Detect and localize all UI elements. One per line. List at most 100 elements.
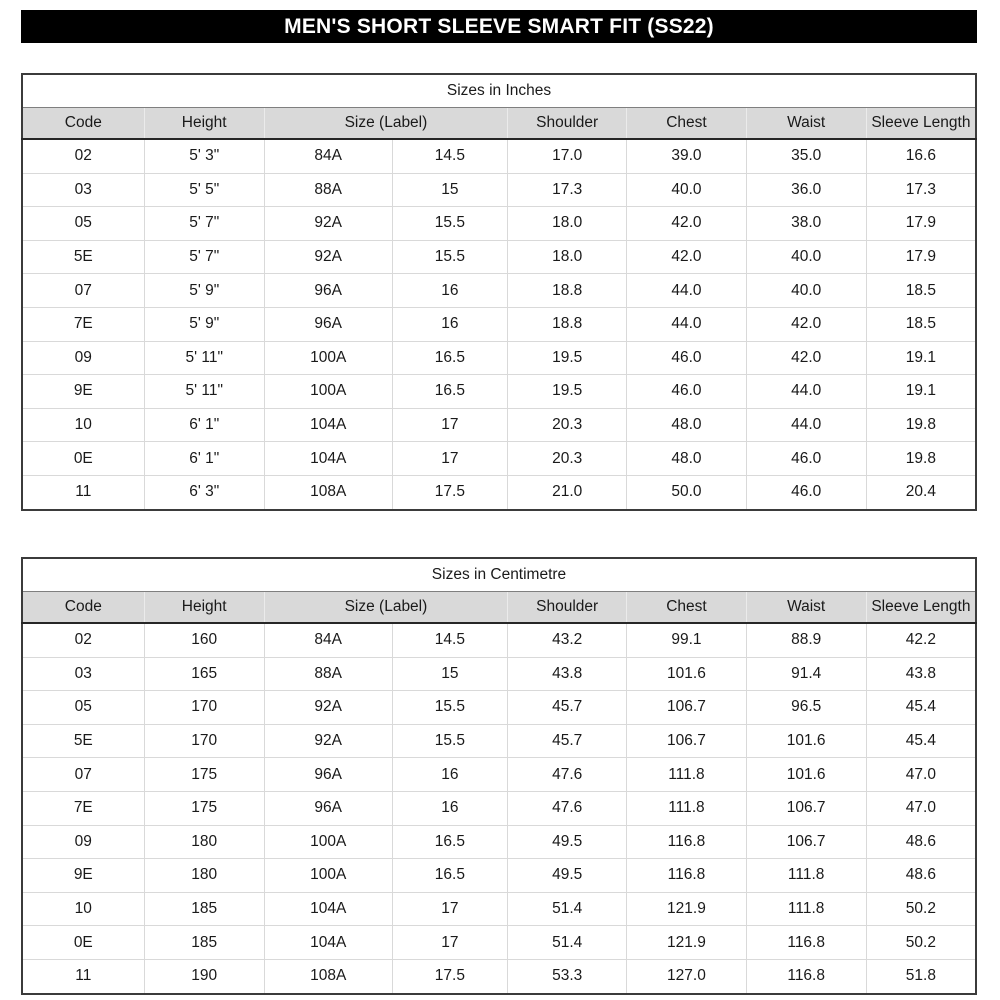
- table-cell: 104A: [263, 407, 393, 443]
- table-cell: 18.8: [507, 306, 628, 342]
- column-header-chest: Chest: [626, 107, 747, 140]
- table-cell: 02: [21, 138, 145, 174]
- table-row: 10 6' 1" 104A 17 20.3 48.0 44.0 19.8: [21, 407, 977, 443]
- table-cell: 160: [143, 622, 265, 658]
- table-cell: 5' 11": [143, 340, 265, 376]
- table-cell: 101.6: [626, 656, 747, 692]
- table-cell: 09: [21, 824, 145, 860]
- column-header-sleeve-length: Sleeve Length: [865, 107, 977, 140]
- table-cell: 40.0: [745, 239, 867, 275]
- table-cell: 170: [143, 723, 265, 759]
- table-cell: 20.3: [507, 441, 628, 476]
- table-cell: 43.2: [507, 622, 628, 658]
- table-cell: 42.0: [745, 306, 867, 342]
- table-cell: 17: [391, 891, 509, 927]
- table-cell: 20.4: [865, 474, 977, 511]
- table-cell: 16.5: [391, 340, 509, 376]
- table-cell: 18.0: [507, 206, 628, 241]
- table-cell: 03: [21, 656, 145, 692]
- table-cell: 38.0: [745, 206, 867, 241]
- table-row: 9E 5' 11" 100A 16.5 19.5 46.0 44.0 19.1: [21, 374, 977, 409]
- table-cell: 48.6: [865, 858, 977, 893]
- table-cell: 7E: [21, 306, 145, 342]
- table-cell: 190: [143, 958, 265, 995]
- table-cell: 101.6: [745, 757, 867, 792]
- table-cell: 17.0: [507, 138, 628, 174]
- table-cell: 50.2: [865, 891, 977, 927]
- table-cell: 45.7: [507, 723, 628, 759]
- table-cell: 5E: [21, 239, 145, 275]
- table-row: 05 170 92A 15.5 45.7 106.7 96.5 45.4: [21, 690, 977, 725]
- table-cell: 111.8: [745, 891, 867, 927]
- table-cell: 42.0: [626, 206, 747, 241]
- table-cell: 05: [21, 690, 145, 725]
- table-cell: 5' 9": [143, 273, 265, 308]
- table-cell: 96A: [263, 273, 393, 308]
- table-cell: 19.1: [865, 340, 977, 376]
- table-row: 11 190 108A 17.5 53.3 127.0 116.8 51.8: [21, 958, 977, 995]
- table-caption-row: Sizes in Inches: [22, 74, 976, 108]
- table-cell: 99.1: [626, 622, 747, 658]
- table-cell: 46.0: [626, 340, 747, 376]
- table-cell: 15: [391, 172, 509, 208]
- table-cell: 96.5: [745, 690, 867, 725]
- table-cell: 91.4: [745, 656, 867, 692]
- table-cell: 5' 3": [143, 138, 265, 174]
- table-cell: 20.3: [507, 407, 628, 443]
- table-row: 7E 5' 9" 96A 16 18.8 44.0 42.0 18.5: [21, 306, 977, 342]
- table-cell: 10: [21, 407, 145, 443]
- table-cell: 42.0: [626, 239, 747, 275]
- column-header-shoulder: Shoulder: [507, 591, 628, 624]
- table-cell: 50.0: [626, 474, 747, 511]
- table-cell: 48.0: [626, 441, 747, 476]
- table-cell: 111.8: [626, 757, 747, 792]
- table-cell: 88.9: [745, 622, 867, 658]
- table-cell: 21.0: [507, 474, 628, 511]
- table-cell: 108A: [263, 958, 393, 995]
- table-cell: 17: [391, 441, 509, 476]
- table-cell: 14.5: [391, 138, 509, 174]
- table-cell: 51.4: [507, 925, 628, 960]
- table-cell: 16.5: [391, 824, 509, 860]
- table-caption: Sizes in Inches: [22, 74, 976, 108]
- table-cell: 100A: [263, 340, 393, 376]
- table-cell: 106.7: [745, 790, 867, 826]
- column-header-waist: Waist: [745, 591, 867, 624]
- table-cell: 07: [21, 273, 145, 308]
- table-cell: 16: [391, 790, 509, 826]
- table-cell: 19.8: [865, 407, 977, 443]
- table-cell: 92A: [263, 239, 393, 275]
- sizes-in-centimetre-table: Sizes in Centimetre Code Height Size (La…: [21, 557, 977, 995]
- table-cell: 18.0: [507, 239, 628, 275]
- table-cell: 09: [21, 340, 145, 376]
- table-cell: 17.3: [865, 172, 977, 208]
- table-cell: 116.8: [745, 958, 867, 995]
- table-cell: 47.0: [865, 757, 977, 792]
- column-header-code: Code: [21, 591, 145, 624]
- table-cell: 170: [143, 690, 265, 725]
- table-cell: 46.0: [626, 374, 747, 409]
- table-cell: 185: [143, 891, 265, 927]
- table-cell: 104A: [263, 925, 393, 960]
- table-cell: 02: [21, 622, 145, 658]
- column-header-waist: Waist: [745, 107, 867, 140]
- table-cell: 44.0: [626, 306, 747, 342]
- table-cell: 44.0: [745, 374, 867, 409]
- table-body: 02 5' 3" 84A 14.5 17.0 39.0 35.0 16.6 03 5' 5" 88A…: [21, 138, 977, 511]
- table-cell: 15.5: [391, 206, 509, 241]
- table-cell: 175: [143, 790, 265, 826]
- table-cell: 104A: [263, 891, 393, 927]
- table-cell: 92A: [263, 723, 393, 759]
- table-cell: 111.8: [745, 858, 867, 893]
- table-cell: 51.8: [865, 958, 977, 995]
- table-cell: 16: [391, 306, 509, 342]
- table-cell: 84A: [263, 138, 393, 174]
- table-cell: 116.8: [626, 858, 747, 893]
- table-cell: 44.0: [745, 407, 867, 443]
- table-cell: 17.9: [865, 239, 977, 275]
- table-cell: 11: [21, 474, 145, 511]
- table-cell: 5E: [21, 723, 145, 759]
- table-row: 9E 180 100A 16.5 49.5 116.8 111.8 48.6: [21, 858, 977, 893]
- table-header-row: Code Height Size (Label) Shoulder Chest …: [21, 591, 977, 624]
